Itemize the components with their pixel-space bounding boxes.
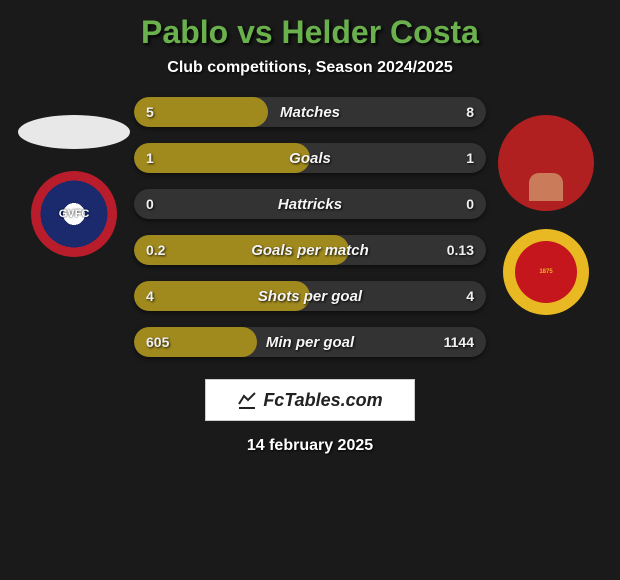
stat-right-value: 0.13	[447, 242, 474, 258]
player-right-column: 1875	[486, 97, 606, 315]
stat-label: Matches	[134, 104, 486, 121]
stat-right-value: 0	[466, 196, 474, 212]
footer-date: 14 february 2025	[247, 437, 373, 455]
player-left-club-badge: GVFC	[31, 171, 117, 257]
stat-bar: 0Hattricks0	[134, 189, 486, 219]
stat-bar: 4Shots per goal4	[134, 281, 486, 311]
page-title: Pablo vs Helder Costa	[141, 10, 479, 59]
stat-label: Hattricks	[134, 196, 486, 213]
club-right-label: 1875	[539, 269, 552, 275]
stat-label: Shots per goal	[134, 288, 486, 305]
stat-bar: 1Goals1	[134, 143, 486, 173]
stat-bar: 5Matches8	[134, 97, 486, 127]
player-right-avatar	[498, 115, 594, 211]
stat-right-value: 4	[466, 288, 474, 304]
player-left-avatar-placeholder	[18, 115, 130, 149]
infographic-container: Pablo vs Helder Costa Club competitions,…	[0, 0, 620, 455]
stat-right-value: 1	[466, 150, 474, 166]
stat-bars-column: 5Matches8 1Goals1 0Hattricks0 0.2Goals per …	[134, 97, 486, 357]
stat-bar: 605Min per goal1144	[134, 327, 486, 357]
club-left-label: GVFC	[59, 208, 90, 220]
comparison-row: GVFC 5Matches8 1Goals1 0Hattricks0 0.2Goals…	[0, 97, 620, 357]
page-subtitle: Club competitions, Season 2024/2025	[167, 59, 452, 97]
stat-bar: 0.2Goals per match0.13	[134, 235, 486, 265]
stat-right-value: 8	[466, 104, 474, 120]
stat-label: Min per goal	[134, 334, 486, 351]
avatar-neck-shape	[529, 173, 563, 201]
player-right-club-badge: 1875	[503, 229, 589, 315]
club-right-inner: 1875	[515, 241, 577, 303]
stat-label: Goals per match	[134, 242, 486, 259]
stat-right-value: 1144	[444, 334, 474, 350]
brand-chart-icon	[237, 390, 257, 410]
brand-label: FcTables.com	[263, 390, 382, 411]
stat-label: Goals	[134, 150, 486, 167]
player-left-column: GVFC	[14, 97, 134, 257]
brand-box[interactable]: FcTables.com	[205, 379, 415, 421]
